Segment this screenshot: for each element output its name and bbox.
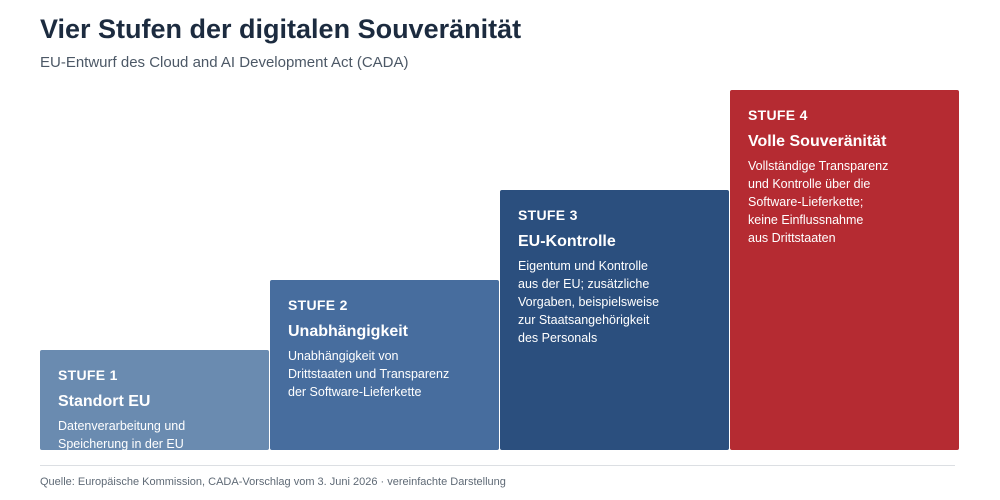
step-2-block: STUFE 2 Unabhängigkeit Unabhängigkeit vo… xyxy=(270,280,499,450)
step-2-name: Unabhängigkeit xyxy=(288,323,409,340)
step-4-label: STUFE 4 xyxy=(748,107,808,123)
step-3-label: STUFE 3 xyxy=(518,207,578,223)
step-2-description: Unabhängigkeit von Drittstaaten und Tran… xyxy=(288,349,450,399)
step-1-description: Datenverarbeitung und Speicherung in der… xyxy=(58,419,186,450)
step-4-name: Volle Souveränität xyxy=(748,133,887,150)
step-4-block: STUFE 4 Volle Souveränität Vollständige … xyxy=(730,90,959,450)
step-3-block: STUFE 3 EU-Kontrolle Eigentum und Kontro… xyxy=(500,190,729,450)
step-1-name: Standort EU xyxy=(58,393,151,410)
step-3-name: EU-Kontrolle xyxy=(518,233,616,250)
footer-divider xyxy=(40,465,955,466)
page-title: Vier Stufen der digitalen Souveränität xyxy=(40,14,522,44)
step-2-label: STUFE 2 xyxy=(288,297,348,313)
step-1-label: STUFE 1 xyxy=(58,367,118,383)
page-subtitle: EU-Entwurf des Cloud and AI Development … xyxy=(40,54,409,71)
step-1-block: STUFE 1 Standort EU Datenverarbeitung un… xyxy=(40,350,269,450)
step-4-description: Vollständige Transparenz und Kontrolle ü… xyxy=(748,159,889,245)
source-note: Quelle: Europäische Kommission, CADA-Vor… xyxy=(40,476,506,488)
step-3-description: Eigentum und Kontrolle aus der EU; zusät… xyxy=(518,259,660,345)
